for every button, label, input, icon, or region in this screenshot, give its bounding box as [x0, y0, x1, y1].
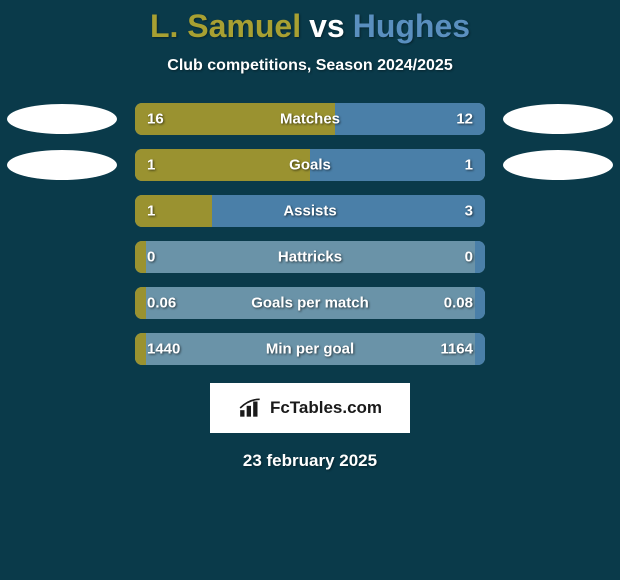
bar-right-fill	[310, 149, 485, 181]
stat-left-value: 1	[147, 203, 155, 220]
bar-right-fill	[212, 195, 485, 227]
stat-row: 1 1 Goals	[0, 149, 620, 181]
stat-right-value: 1	[465, 157, 473, 174]
stat-bar: 0.06 0.08 Goals per match	[135, 287, 485, 319]
stat-row: 16 12 Matches	[0, 103, 620, 135]
stat-label: Hattricks	[278, 249, 342, 266]
bars-logo-icon	[238, 397, 264, 419]
brand-text: FcTables.com	[270, 398, 382, 418]
bar-right-fill	[475, 287, 486, 319]
stat-bar: 0 0 Hattricks	[135, 241, 485, 273]
stat-bar: 1440 1164 Min per goal	[135, 333, 485, 365]
stat-row: 1440 1164 Min per goal	[0, 333, 620, 365]
stat-left-value: 0	[147, 249, 155, 266]
stat-left-value: 0.06	[147, 295, 176, 312]
player2-oval-icon	[503, 150, 613, 180]
stat-right-value: 12	[456, 111, 473, 128]
oval-spacer	[503, 334, 613, 364]
stat-label: Min per goal	[266, 341, 354, 358]
stat-row: 1 3 Assists	[0, 195, 620, 227]
bar-left-fill	[135, 149, 310, 181]
stat-label: Goals	[289, 157, 331, 174]
oval-spacer	[7, 196, 117, 226]
oval-spacer	[7, 242, 117, 272]
date-text: 23 february 2025	[0, 451, 620, 471]
stat-bar: 16 12 Matches	[135, 103, 485, 135]
stat-bar: 1 1 Goals	[135, 149, 485, 181]
comparison-title: L. SamuelvsHughes	[0, 8, 620, 45]
bar-right-fill	[475, 333, 486, 365]
oval-spacer	[503, 196, 613, 226]
brand-box[interactable]: FcTables.com	[210, 383, 410, 433]
stat-label: Assists	[283, 203, 336, 220]
bar-left-fill	[135, 333, 146, 365]
player2-name: Hughes	[353, 8, 470, 44]
bar-left-fill	[135, 287, 146, 319]
stat-right-value: 1164	[440, 341, 473, 358]
stat-left-value: 16	[147, 111, 164, 128]
stat-row: 0.06 0.08 Goals per match	[0, 287, 620, 319]
stat-right-value: 0.08	[444, 295, 473, 312]
stat-left-value: 1	[147, 157, 155, 174]
stat-right-value: 0	[465, 249, 473, 266]
vs-text: vs	[309, 8, 345, 44]
player1-oval-icon	[7, 150, 117, 180]
subtitle: Club competitions, Season 2024/2025	[0, 57, 620, 75]
oval-spacer	[7, 288, 117, 318]
stat-label: Matches	[280, 111, 340, 128]
oval-spacer	[503, 288, 613, 318]
oval-spacer	[7, 334, 117, 364]
stat-row: 0 0 Hattricks	[0, 241, 620, 273]
player1-oval-icon	[7, 104, 117, 134]
oval-spacer	[503, 242, 613, 272]
bar-left-fill	[135, 241, 146, 273]
stat-right-value: 3	[465, 203, 473, 220]
stat-label: Goals per match	[251, 295, 369, 312]
stat-bar: 1 3 Assists	[135, 195, 485, 227]
player1-name: L. Samuel	[150, 8, 301, 44]
bar-right-fill	[475, 241, 486, 273]
stat-left-value: 1440	[147, 341, 180, 358]
player2-oval-icon	[503, 104, 613, 134]
